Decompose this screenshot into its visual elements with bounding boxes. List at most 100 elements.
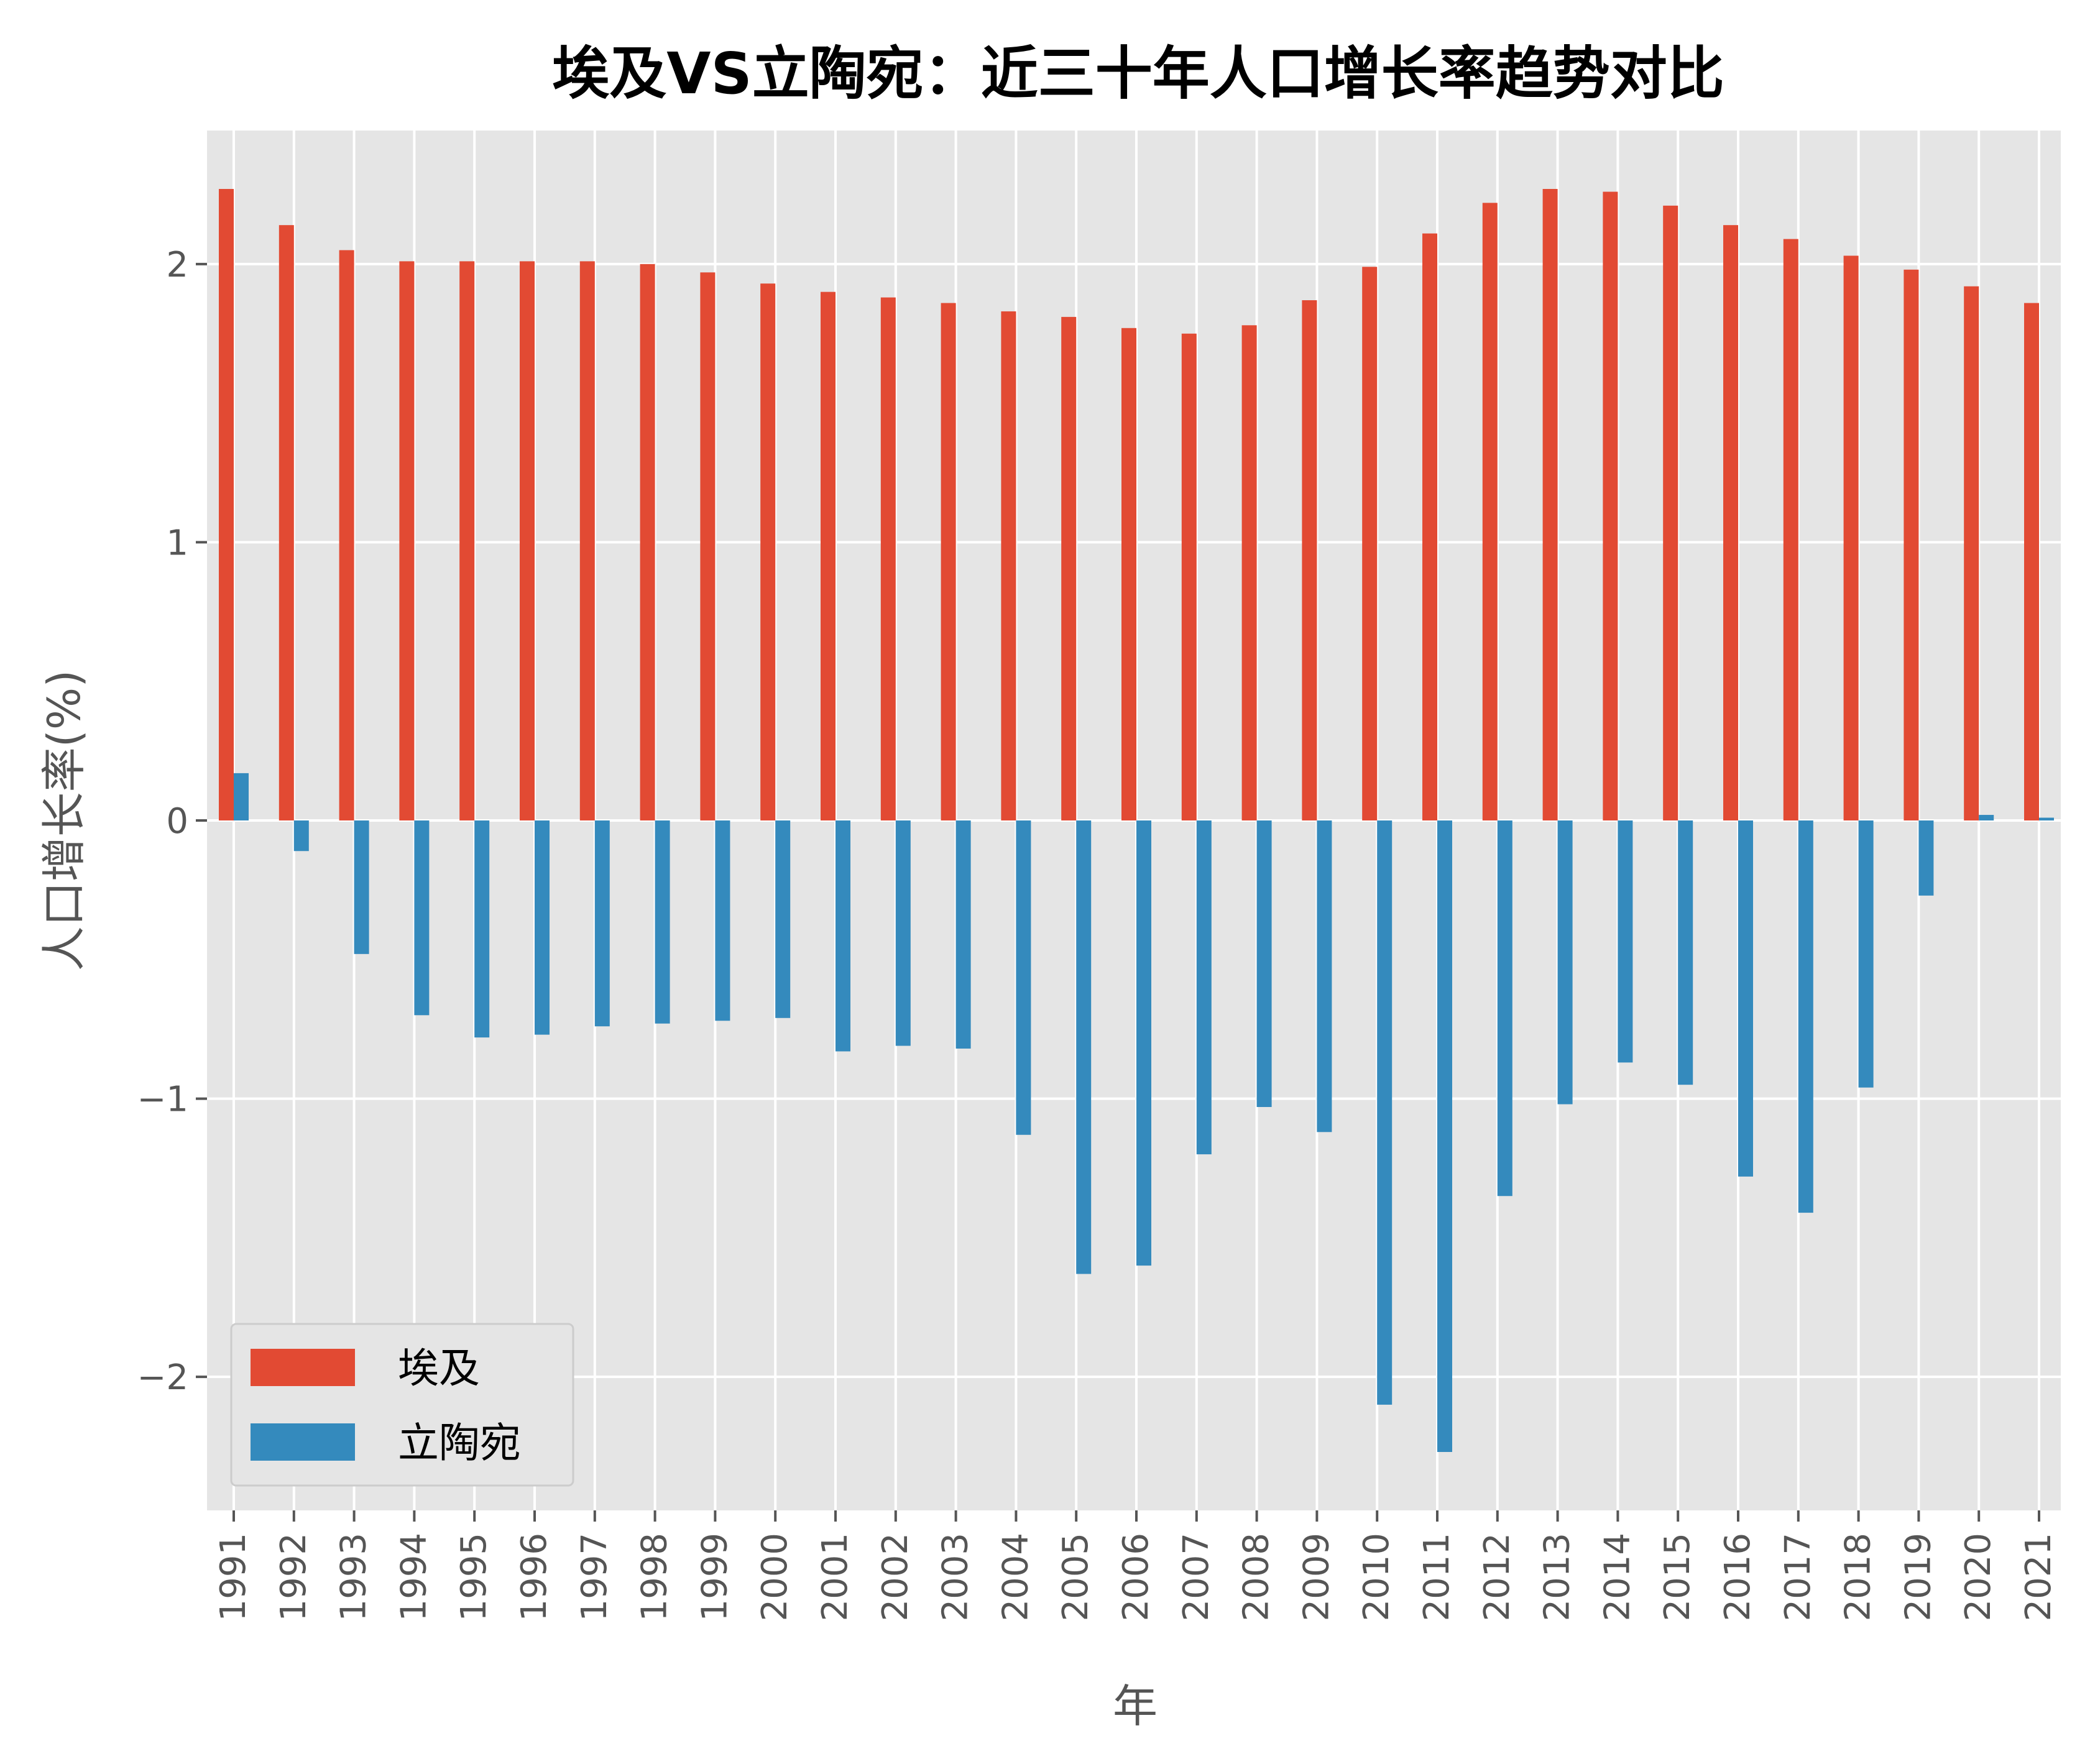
bar-egypt bbox=[1422, 233, 1437, 820]
x-tick-label: 2000 bbox=[755, 1533, 795, 1622]
x-tick-label: 1997 bbox=[574, 1533, 615, 1622]
bar-lithuania bbox=[1557, 820, 1573, 1105]
legend: 埃及 立陶宛 bbox=[230, 1323, 574, 1487]
x-axis-label: 年 bbox=[1113, 1680, 1158, 1732]
x-tick-label: 2016 bbox=[1718, 1533, 1758, 1622]
chart-title: 埃及VS立陶宛：近三十年人口增长率趋势对比 bbox=[552, 40, 1724, 107]
bar-lithuania bbox=[1377, 820, 1393, 1405]
x-tick-label: 2020 bbox=[1958, 1533, 1999, 1622]
bar-lithuania bbox=[836, 820, 850, 1052]
bar-lithuania bbox=[1858, 820, 1874, 1088]
bar-egypt bbox=[219, 188, 234, 820]
bar-lithuania bbox=[1437, 820, 1452, 1453]
x-tick-label: 2017 bbox=[1778, 1533, 1818, 1622]
bar-egypt bbox=[339, 250, 354, 820]
bar-egypt bbox=[1783, 239, 1798, 820]
y-axis-label: 人口增长率(%) bbox=[38, 670, 90, 972]
bar-egypt bbox=[1964, 286, 1979, 821]
bar-egypt bbox=[1663, 205, 1678, 820]
x-tick-label: 2015 bbox=[1657, 1533, 1698, 1622]
legend-swatch-lithuania bbox=[251, 1423, 355, 1461]
x-tick-label: 2009 bbox=[1296, 1533, 1337, 1622]
x-tick-label: 2001 bbox=[815, 1533, 855, 1622]
bar-egypt bbox=[279, 225, 294, 820]
x-tick-label: 1995 bbox=[454, 1533, 494, 1622]
bar-lithuania bbox=[1256, 820, 1272, 1108]
legend-label-egypt: 埃及 bbox=[398, 1344, 480, 1392]
bar-egypt bbox=[1001, 311, 1016, 820]
bar-lithuania bbox=[715, 820, 730, 1021]
bar-lithuania bbox=[414, 820, 430, 1016]
bar-lithuania bbox=[474, 820, 490, 1038]
bar-egypt bbox=[1362, 267, 1378, 820]
bar-egypt bbox=[520, 261, 535, 820]
bar-egypt bbox=[1302, 300, 1317, 821]
bar-egypt bbox=[459, 261, 475, 820]
bar-egypt bbox=[1241, 325, 1257, 820]
bar-lithuania bbox=[2039, 817, 2054, 820]
bar-lithuania bbox=[1076, 820, 1092, 1274]
bar-lithuania bbox=[1016, 820, 1031, 1135]
ticks: −2 −1 0 1 2 1991 1992 1993 1994 1995 1996 1997 1998 1… bbox=[137, 245, 2059, 1622]
bar-egypt bbox=[640, 264, 655, 820]
x-tick-label: 2012 bbox=[1477, 1533, 1517, 1622]
x-tick-label: 2018 bbox=[1838, 1533, 1879, 1622]
bar-lithuania bbox=[955, 820, 971, 1049]
x-tick-label: 2008 bbox=[1236, 1533, 1277, 1622]
bar-lithuania bbox=[1918, 820, 1934, 896]
y-tick-label: −1 bbox=[137, 1080, 188, 1120]
x-tick-label: 2004 bbox=[995, 1533, 1036, 1622]
bar-egypt bbox=[1181, 333, 1197, 820]
bar-egypt bbox=[2024, 303, 2039, 820]
y-tick-label: 0 bbox=[166, 801, 188, 842]
x-tick-label: 2005 bbox=[1056, 1533, 1096, 1622]
bar-lithuania bbox=[1136, 820, 1151, 1266]
bar-egypt bbox=[760, 283, 776, 821]
bar-lithuania bbox=[1738, 820, 1753, 1177]
legend-swatch-egypt bbox=[251, 1349, 355, 1386]
bar-egypt bbox=[1843, 255, 1859, 821]
bar-egypt bbox=[579, 261, 595, 820]
bar-lithuania bbox=[1497, 820, 1512, 1197]
bar-lithuania bbox=[535, 820, 550, 1035]
bar-lithuania bbox=[775, 820, 791, 1018]
bar-lithuania bbox=[655, 820, 670, 1024]
y-tick-label: 1 bbox=[166, 523, 188, 563]
y-tick-label: −2 bbox=[137, 1357, 188, 1398]
x-tick-label: 1996 bbox=[514, 1533, 555, 1622]
bar-lithuania bbox=[1678, 820, 1693, 1085]
y-tick-label: 2 bbox=[166, 245, 188, 285]
x-tick-label: 1998 bbox=[635, 1533, 675, 1622]
x-tick-label: 2002 bbox=[875, 1533, 916, 1622]
x-tick-label: 2007 bbox=[1176, 1533, 1217, 1622]
bar-lithuania bbox=[1196, 820, 1212, 1155]
bar-egypt bbox=[1121, 328, 1136, 820]
legend-label-lithuania: 立陶宛 bbox=[398, 1419, 521, 1467]
bar-egypt bbox=[1482, 203, 1498, 820]
x-tick-label: 2014 bbox=[1597, 1533, 1637, 1622]
bar-lithuania bbox=[1798, 820, 1813, 1213]
bar-lithuania bbox=[1979, 815, 1994, 820]
bar-egypt bbox=[880, 297, 896, 820]
bar-egypt bbox=[821, 292, 836, 820]
bar-egypt bbox=[1723, 225, 1738, 820]
x-tick-label: 2013 bbox=[1537, 1533, 1578, 1622]
x-tick-label: 1991 bbox=[213, 1533, 254, 1622]
x-tick-label: 1993 bbox=[334, 1533, 374, 1622]
x-tick-label: 2011 bbox=[1417, 1533, 1457, 1622]
bar-egypt bbox=[399, 261, 415, 820]
bar-lithuania bbox=[354, 820, 369, 954]
x-tick-label: 2003 bbox=[936, 1533, 976, 1622]
bar-lithuania bbox=[594, 820, 610, 1027]
x-tick-label: 2010 bbox=[1356, 1533, 1397, 1622]
x-tick-label: 1992 bbox=[274, 1533, 314, 1622]
x-tick-label: 2006 bbox=[1116, 1533, 1156, 1622]
bar-lithuania bbox=[293, 820, 309, 852]
bar-egypt bbox=[700, 272, 716, 821]
x-tick-label: 1994 bbox=[394, 1533, 434, 1622]
x-tick-label: 2021 bbox=[2019, 1533, 2059, 1622]
bar-lithuania bbox=[1618, 820, 1633, 1063]
bar-lithuania bbox=[234, 773, 249, 820]
